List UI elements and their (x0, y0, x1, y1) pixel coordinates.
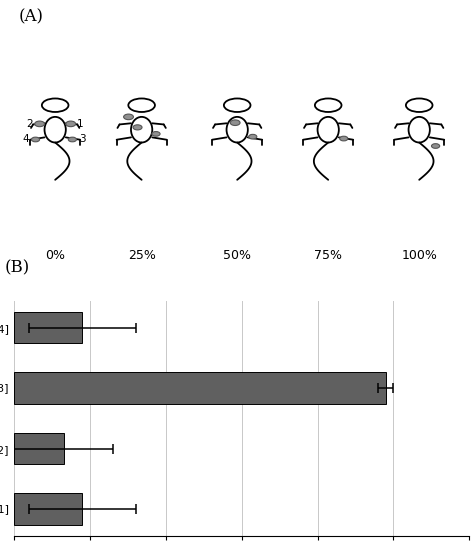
Bar (14, 372, 386, 404)
Circle shape (124, 114, 134, 120)
Circle shape (249, 134, 257, 139)
Circle shape (68, 137, 76, 142)
Circle shape (431, 144, 440, 148)
Circle shape (230, 120, 240, 126)
Bar (14, 493, 82, 525)
Circle shape (66, 121, 76, 127)
Text: 100%: 100% (401, 249, 437, 262)
Circle shape (31, 137, 40, 142)
Text: 75%: 75% (314, 249, 342, 262)
Text: (A): (A) (19, 8, 44, 25)
Text: 50%: 50% (223, 249, 251, 262)
Circle shape (152, 131, 160, 136)
Text: 1: 1 (77, 119, 84, 129)
Text: (B): (B) (5, 259, 30, 276)
Text: 4: 4 (22, 135, 29, 144)
Text: 0%: 0% (45, 249, 65, 262)
Circle shape (35, 121, 45, 127)
Circle shape (340, 136, 348, 141)
Bar (14, 433, 64, 464)
Text: 2: 2 (27, 119, 33, 129)
Text: 25%: 25% (128, 249, 155, 262)
Text: 3: 3 (79, 135, 85, 144)
Bar (14, 312, 82, 344)
Circle shape (133, 125, 142, 130)
